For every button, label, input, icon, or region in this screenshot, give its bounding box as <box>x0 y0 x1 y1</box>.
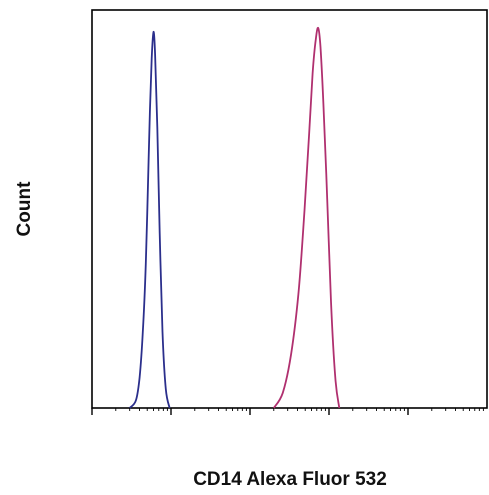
y-axis-label: Count <box>14 181 35 237</box>
histogram-series-2 <box>273 26 341 409</box>
histogram-series-1 <box>128 30 171 409</box>
x-axis-label: CD14 Alexa Fluor 532 <box>193 469 387 490</box>
plot-frame <box>91 9 488 409</box>
series-layer <box>128 26 341 409</box>
x-axis-ticks <box>91 408 484 415</box>
